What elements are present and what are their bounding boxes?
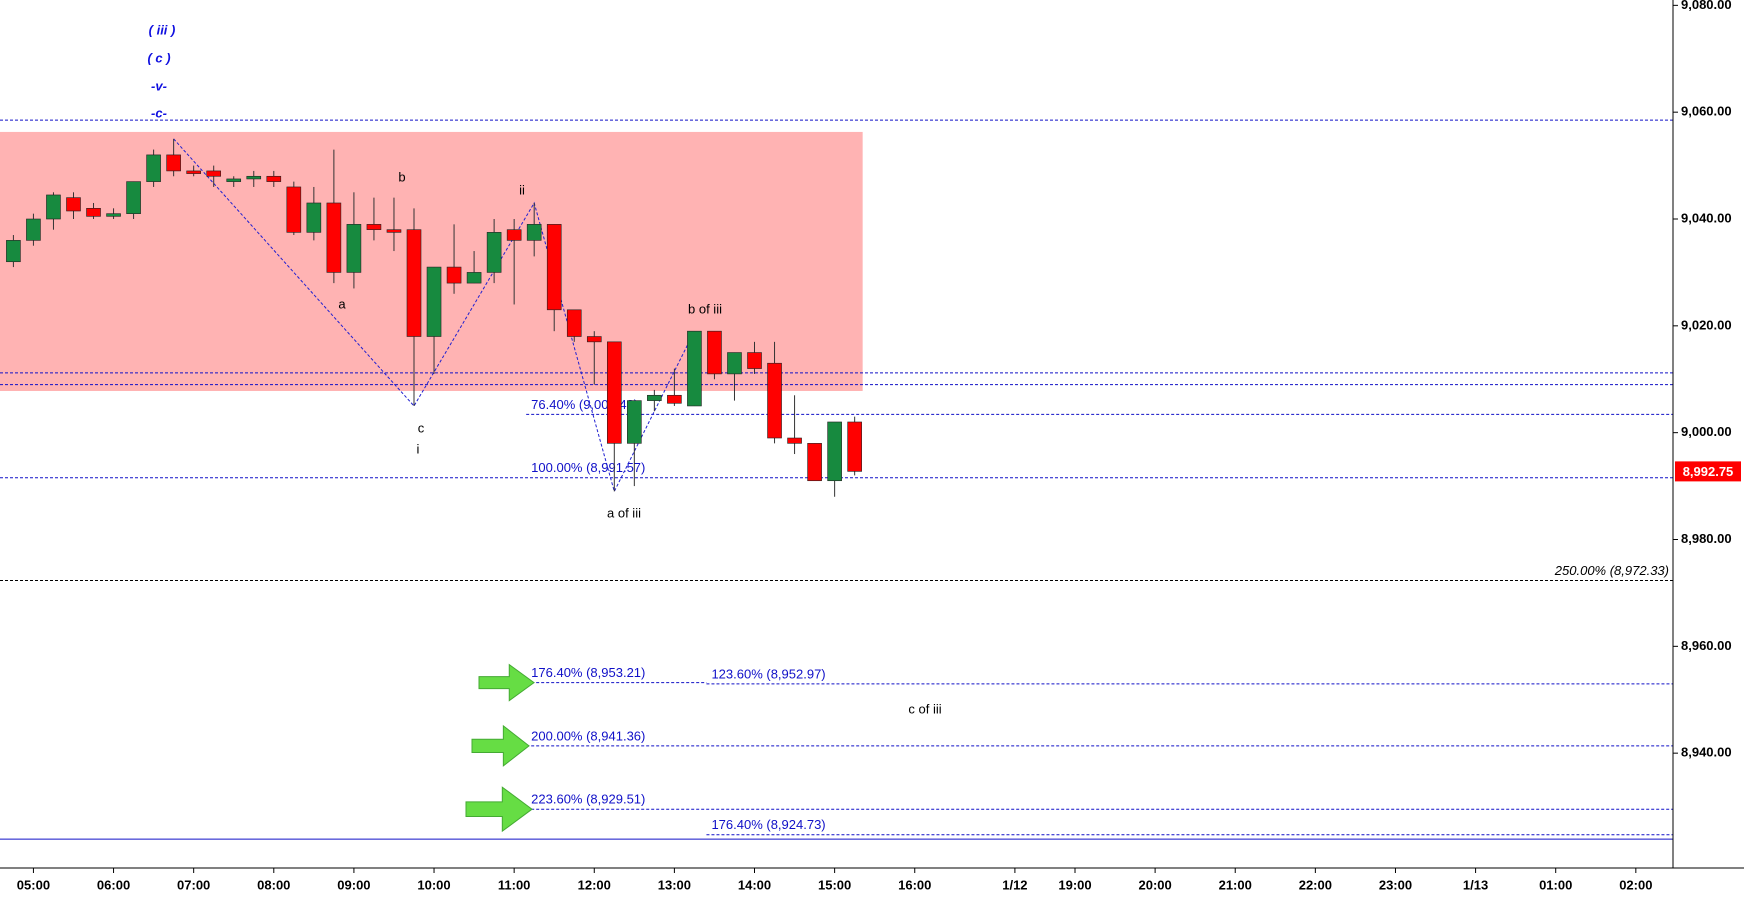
target-arrow — [471, 724, 530, 767]
x-tick-label: 1/12 — [1002, 877, 1027, 892]
candle-body — [566, 309, 582, 337]
target-arrow — [465, 786, 533, 833]
x-tick-label: 20:00 — [1138, 877, 1171, 892]
wave-label: -v- — [151, 78, 167, 93]
x-tick-label: 09:00 — [337, 877, 370, 892]
candle-body — [386, 229, 402, 233]
candle-body — [46, 194, 61, 220]
candle-body — [6, 240, 21, 263]
x-tick-label: 06:00 — [97, 877, 130, 892]
candle-body — [406, 229, 422, 337]
wave-label: b — [398, 169, 405, 184]
y-tick-label: 9,040.00 — [1681, 210, 1732, 225]
x-tick-label: 19:00 — [1058, 877, 1091, 892]
candle-body — [687, 330, 702, 407]
y-tick-label: 9,060.00 — [1681, 104, 1732, 119]
candle-body — [787, 437, 802, 444]
candle-body — [606, 341, 622, 444]
candle-body — [627, 400, 642, 444]
x-tick-label: 21:00 — [1219, 877, 1252, 892]
wave-label: c of iii — [908, 701, 941, 716]
level-label: 76.40% (9,003.43) — [531, 397, 638, 412]
y-tick-label: 9,020.00 — [1681, 317, 1732, 332]
y-tick-label: 9,080.00 — [1681, 0, 1732, 12]
y-tick-label: 8,980.00 — [1681, 531, 1732, 546]
zone — [0, 131, 863, 392]
level-label: 176.40% (8,953.21) — [531, 665, 645, 680]
candle-body — [847, 421, 862, 472]
candle-body — [466, 272, 482, 284]
x-tick-label: 01:00 — [1539, 877, 1572, 892]
wave-label: i — [417, 441, 420, 456]
candle-body — [707, 330, 722, 375]
x-tick-label: 08:00 — [257, 877, 290, 892]
candle-body — [306, 202, 322, 233]
candle-body — [126, 181, 141, 214]
x-tick-label: 12:00 — [578, 877, 611, 892]
x-tick-label: 11:00 — [498, 877, 531, 892]
candle-body — [86, 208, 101, 217]
candle-body — [647, 394, 662, 401]
candle-body — [26, 218, 41, 241]
x-tick-label: 14:00 — [738, 877, 771, 892]
x-tick-label: 15:00 — [818, 877, 851, 892]
wave-label: ( iii ) — [149, 22, 176, 37]
level-label: 200.00% (8,941.36) — [531, 728, 645, 743]
wave-label: ( c ) — [147, 50, 170, 65]
candle-body — [366, 224, 382, 230]
x-tick-label: 1/13 — [1463, 877, 1488, 892]
y-tick-label: 8,940.00 — [1681, 745, 1732, 760]
x-tick-label: 22:00 — [1299, 877, 1332, 892]
candle-body — [486, 232, 502, 273]
last-price-label: 8,992.75 — [1683, 464, 1734, 479]
candle-body — [206, 170, 221, 177]
candle-body — [186, 170, 201, 174]
candle-body — [767, 362, 782, 439]
wave-label: -c- — [151, 105, 167, 120]
candle-body — [246, 175, 262, 180]
candle-body — [506, 229, 522, 241]
last-price-tag — [1675, 461, 1741, 482]
candle-body — [546, 224, 562, 311]
wave-label: b of iii — [688, 301, 722, 316]
y-tick-label: 9,000.00 — [1681, 424, 1732, 439]
candle-body — [667, 394, 682, 404]
candle-body — [526, 224, 542, 241]
wave-label: a of iii — [607, 505, 641, 520]
target-arrow — [478, 663, 535, 702]
candle-body — [266, 175, 282, 182]
candle-body — [346, 224, 362, 273]
x-tick-label: 10:00 — [417, 877, 450, 892]
candle-body — [166, 154, 181, 172]
level-label: 176.40% (8,924.73) — [711, 817, 825, 832]
wave-label: ii — [519, 182, 525, 197]
candle-body — [106, 213, 121, 217]
candle-body — [586, 336, 602, 343]
x-tick-label: 23:00 — [1379, 877, 1412, 892]
candle-body — [286, 186, 302, 233]
candle-body — [226, 178, 242, 182]
wave-label: a — [338, 296, 346, 311]
candle-body — [326, 202, 342, 273]
x-tick-label: 02:00 — [1619, 877, 1652, 892]
x-tick-label: 07:00 — [177, 877, 210, 892]
y-tick-label: 8,960.00 — [1681, 638, 1732, 653]
x-tick-label: 16:00 — [898, 877, 931, 892]
candle-body — [66, 197, 81, 212]
x-tick-label: 05:00 — [17, 877, 50, 892]
level-label: 100.00% (8,991.57) — [531, 460, 645, 475]
level-label: 223.60% (8,929.51) — [531, 792, 645, 807]
level-label: 123.60% (8,952.97) — [711, 666, 825, 681]
candle-body — [747, 352, 762, 369]
level-label: 250.00% (8,972.33) — [1554, 563, 1669, 578]
x-tick-label: 13:00 — [658, 877, 691, 892]
candle-body — [727, 352, 742, 375]
wave-label: c — [418, 420, 425, 435]
candle-body — [446, 266, 462, 284]
candle-body — [807, 443, 822, 482]
candle-body — [426, 266, 442, 337]
candle-body — [827, 421, 842, 482]
candle-body — [146, 154, 161, 182]
